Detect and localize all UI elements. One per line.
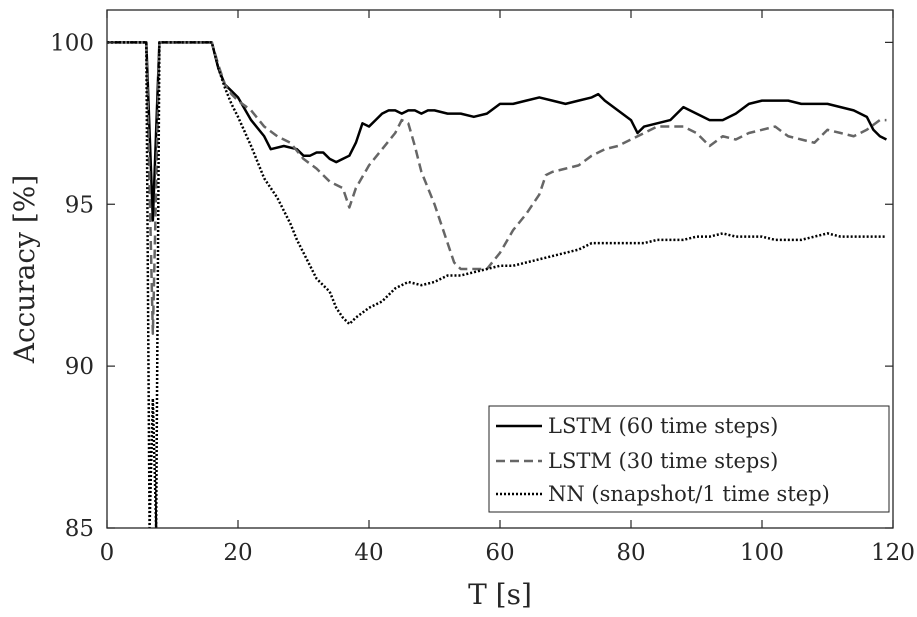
legend-label-nn: NN (snapshot/1 time step) <box>548 482 830 506</box>
x-tick-label: 80 <box>616 540 645 566</box>
series-layer <box>107 41 888 528</box>
series-line-1 <box>107 41 887 335</box>
x-tick-label: 0 <box>100 540 115 566</box>
x-tick-label: 120 <box>871 540 915 566</box>
x-tick-label: 40 <box>354 540 383 566</box>
ticks-layer: 0 20 40 60 80 100 120 85 90 95 100 <box>50 10 915 566</box>
y-axis-label: Accuracy [%] <box>8 175 41 365</box>
y-tick-label: 90 <box>65 354 94 380</box>
x-tick-label: 100 <box>740 540 784 566</box>
legend-label-lstm-30: LSTM (30 time steps) <box>548 449 778 473</box>
series-line-0 <box>107 41 888 222</box>
y-tick-label: 85 <box>65 516 94 542</box>
legend-box <box>488 405 890 513</box>
y-tick-label: 100 <box>50 30 94 56</box>
x-axis-label: T [s] <box>468 578 532 611</box>
legend: LSTM (60 time steps) LSTM (30 time steps… <box>488 405 890 513</box>
series-line-2 <box>107 41 887 528</box>
x-tick-label: 60 <box>485 540 514 566</box>
x-tick-label: 20 <box>223 540 252 566</box>
y-tick-label: 95 <box>65 192 94 218</box>
legend-label-lstm-60: LSTM (60 time steps) <box>548 414 778 438</box>
